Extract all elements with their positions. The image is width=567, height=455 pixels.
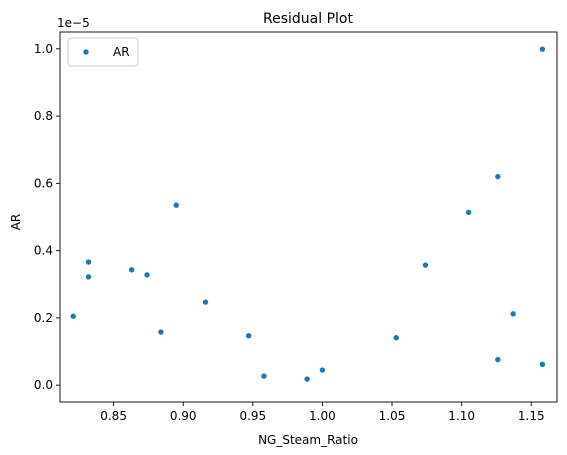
data-point: [495, 356, 501, 363]
data-point: [85, 274, 92, 280]
data-point: [173, 202, 179, 208]
data-point: [85, 259, 92, 265]
data-point: [245, 333, 252, 339]
data-point: [144, 272, 150, 278]
x-tick-label: 0.85: [100, 409, 127, 423]
y-tick-label: 0.4: [34, 244, 53, 258]
data-point: [539, 46, 546, 52]
data-point: [465, 209, 472, 215]
y-axis-label: AR: [9, 214, 23, 231]
plot-area: 0.85 0.90 0.95 1.00 1.05 1.10 1.15 0.00.20.40.…: [34, 31, 558, 423]
legend-box: [67, 37, 139, 67]
y-tick-label: 0.8: [34, 109, 53, 123]
y-tick-label: 1.0: [34, 42, 53, 56]
data-point: [70, 313, 76, 319]
data-point: [539, 361, 546, 368]
y-axis-ticks: 0.0 0.2 0.4 0.6 0.8 1.0: [34, 42, 60, 392]
legend-marker: [83, 49, 89, 55]
y-tick-label: 0.6: [34, 176, 53, 190]
plot-frame: [59, 31, 558, 403]
legend-label: AR: [113, 45, 130, 59]
data-point: [202, 299, 209, 305]
legend: AR: [67, 37, 139, 67]
data-point: [128, 267, 135, 273]
data-point: [158, 329, 164, 335]
x-tick-label: 1.10: [448, 409, 475, 423]
data-point: [261, 373, 267, 379]
x-axis-ticks: 0.85 0.90 0.95 1.00 1.05 1.10 1.15: [100, 402, 545, 423]
y-tick-label: 0.0: [34, 378, 53, 392]
data-point: [422, 262, 429, 268]
data-point: [393, 335, 399, 341]
x-axis-label: NG_Steam_Ratio: [258, 433, 358, 447]
x-tick-label: 0.95: [239, 409, 266, 423]
data-points: [70, 46, 546, 382]
chart-title: Residual Plot: [263, 11, 353, 27]
x-tick-label: 1.15: [518, 409, 545, 423]
y-tick-label: 0.2: [34, 311, 53, 325]
data-point: [510, 311, 516, 317]
x-tick-label: 0.90: [170, 409, 197, 423]
data-point: [304, 376, 310, 382]
data-point: [495, 173, 501, 180]
x-tick-label: 1.05: [379, 409, 406, 423]
y-offset-text: 1e−5: [57, 16, 90, 30]
x-tick-label: 1.00: [309, 409, 336, 423]
data-point: [319, 367, 326, 373]
